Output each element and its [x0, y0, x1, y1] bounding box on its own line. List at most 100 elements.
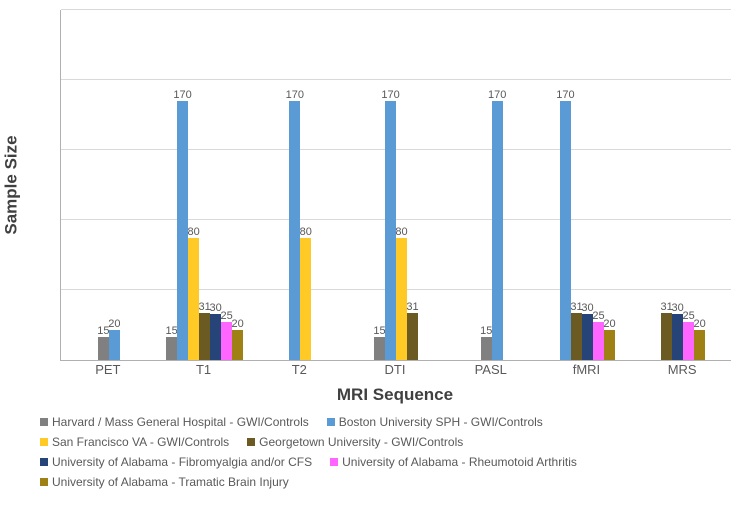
bar: 170: [560, 101, 571, 360]
legend-item: Harvard / Mass General Hospital - GWI/Co…: [40, 415, 309, 429]
bar-value-label: 15: [165, 325, 177, 337]
legend-label: Harvard / Mass General Hospital - GWI/Co…: [52, 415, 309, 429]
category-group: 17031302520: [540, 10, 636, 360]
bar-fill: [560, 101, 571, 360]
x-axis-tick-label: MRS: [634, 362, 730, 377]
bar-value-label: 31: [406, 301, 418, 313]
bar: 30: [672, 314, 683, 360]
legend-item: University of Alabama - Tramatic Brain I…: [40, 475, 289, 489]
legend-row: University of Alabama - Fibromyalgia and…: [40, 455, 720, 469]
chart-container: Sample Size 1520151708031302520170801517…: [0, 0, 750, 508]
bar-fill: [571, 313, 582, 360]
bar: 20: [232, 330, 243, 360]
legend-item: Georgetown University - GWI/Controls: [247, 435, 463, 449]
bar: 170: [492, 101, 503, 360]
bar: 31: [661, 313, 672, 360]
bar-fill: [177, 101, 188, 360]
bar-fill: [232, 330, 243, 360]
bar-fill: [166, 337, 177, 360]
bar: 31: [571, 313, 582, 360]
category-group: 151708031: [348, 10, 444, 360]
bar: 80: [300, 238, 311, 360]
bar-value-label: 80: [395, 226, 407, 238]
category-group: 31302520: [635, 10, 731, 360]
bar-fill: [188, 238, 199, 360]
category-group: 17080: [252, 10, 348, 360]
bar-value-label: 170: [381, 89, 399, 101]
bar: 30: [210, 314, 221, 360]
bar-value-label: 170: [173, 89, 191, 101]
bar-fill: [481, 337, 492, 360]
category-group: 1520: [61, 10, 157, 360]
bar: 170: [289, 101, 300, 360]
bar-fill: [289, 101, 300, 360]
bar-fill: [199, 313, 210, 360]
bar-value-label: 170: [286, 89, 304, 101]
x-axis-tick-label: PASL: [443, 362, 539, 377]
legend-label: University of Alabama - Fibromyalgia and…: [52, 455, 312, 469]
bar-fill: [661, 313, 672, 360]
bar: 20: [604, 330, 615, 360]
bar-fill: [396, 238, 407, 360]
legend-label: San Francisco VA - GWI/Controls: [52, 435, 229, 449]
bar: 31: [407, 313, 418, 360]
bar-value-label: 20: [108, 318, 120, 330]
bar-fill: [604, 330, 615, 360]
legend-label: Boston University SPH - GWI/Controls: [339, 415, 543, 429]
bar-fill: [300, 238, 311, 360]
y-axis-title: Sample Size: [2, 10, 22, 360]
bar-value-label: 80: [187, 226, 199, 238]
category-group: 15170: [444, 10, 540, 360]
bar-fill: [374, 337, 385, 360]
bar-fill: [593, 322, 604, 360]
bar: 15: [98, 337, 109, 360]
bar-fill: [98, 337, 109, 360]
legend-item: University of Alabama - Rheumotoid Arthr…: [330, 455, 577, 469]
x-axis-tick-label: fMRI: [539, 362, 635, 377]
legend-label: University of Alabama - Tramatic Brain I…: [52, 475, 289, 489]
bar: 25: [221, 322, 232, 360]
bar: 20: [694, 330, 705, 360]
bar: 30: [582, 314, 593, 360]
bar-value-label: 15: [480, 325, 492, 337]
legend-swatch: [40, 418, 48, 426]
category-group: 151708031302520: [157, 10, 253, 360]
bar-fill: [109, 330, 120, 360]
legend: Harvard / Mass General Hospital - GWI/Co…: [40, 415, 720, 495]
bar: 25: [683, 322, 694, 360]
bar-fill: [385, 101, 396, 360]
bar-fill: [407, 313, 418, 360]
bar-value-label: 20: [694, 318, 706, 330]
bar: 80: [188, 238, 199, 360]
bar-fill: [221, 322, 232, 360]
bar-value-label: 15: [373, 325, 385, 337]
bar-fill: [210, 314, 221, 360]
legend-label: Georgetown University - GWI/Controls: [259, 435, 463, 449]
bar-fill: [582, 314, 593, 360]
bar: 15: [166, 337, 177, 360]
legend-item: Boston University SPH - GWI/Controls: [327, 415, 543, 429]
bar-value-label: 20: [231, 318, 243, 330]
x-axis-title: MRI Sequence: [60, 385, 730, 405]
x-axis-tick-label: T1: [156, 362, 252, 377]
legend-swatch: [40, 478, 48, 486]
legend-swatch: [247, 438, 255, 446]
bar-value-label: 20: [603, 318, 615, 330]
bar: 15: [481, 337, 492, 360]
x-axis-labels: PETT1T2DTIPASLfMRIMRS: [60, 362, 730, 377]
bar-fill: [492, 101, 503, 360]
bars-row: 1520151708031302520170801517080311517017…: [61, 10, 731, 360]
x-axis-tick-label: PET: [60, 362, 156, 377]
bar-value-label: 80: [300, 226, 312, 238]
bar-fill: [683, 322, 694, 360]
bar: 20: [109, 330, 120, 360]
x-axis-tick-label: T2: [251, 362, 347, 377]
bar-fill: [672, 314, 683, 360]
bar: 170: [177, 101, 188, 360]
bar-value-label: 170: [488, 89, 506, 101]
bar-value-label: 170: [556, 89, 574, 101]
bar: 31: [199, 313, 210, 360]
legend-swatch: [330, 458, 338, 466]
bar: 80: [396, 238, 407, 360]
legend-swatch: [40, 458, 48, 466]
